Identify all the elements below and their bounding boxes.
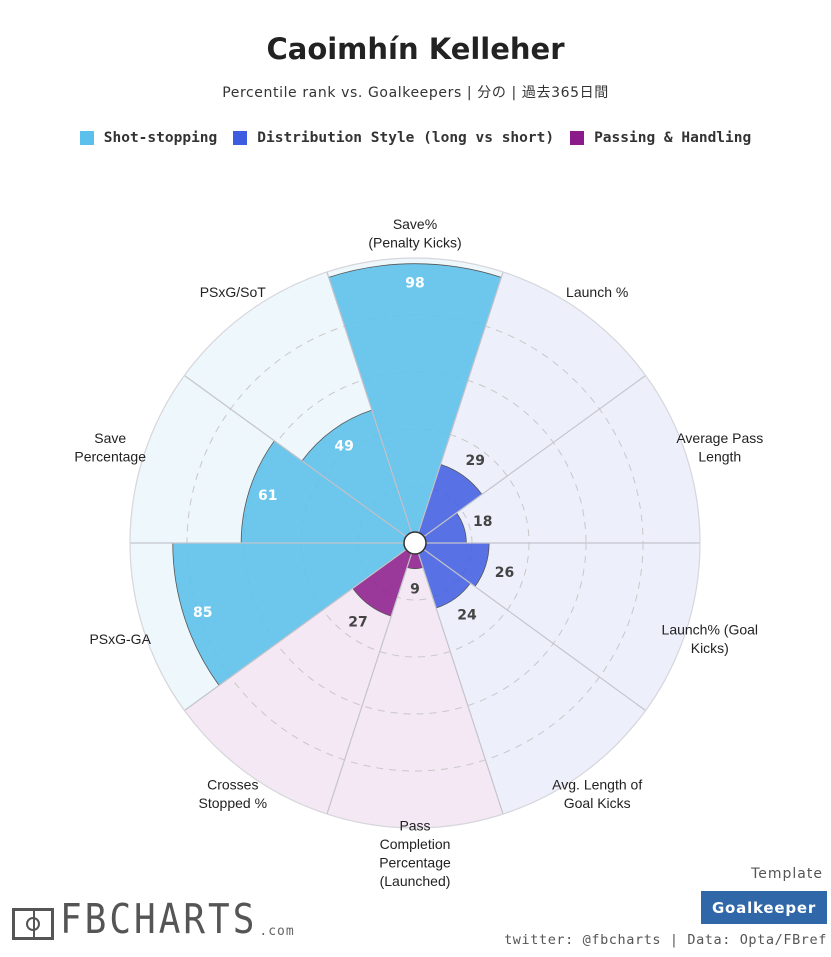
legend-item-distribution: Distribution Style (long vs short) (233, 130, 554, 146)
sector-background (415, 375, 700, 543)
center-hole (403, 531, 427, 555)
axis-label-line: Save (94, 430, 126, 446)
outer-ring (129, 257, 701, 829)
spoke (184, 374, 416, 544)
axis-label-line: PSxG-GA (89, 631, 151, 647)
axis-label: PSxG/SoT (200, 284, 267, 300)
axis-label: PSxG-GA (89, 631, 151, 647)
spoke (414, 542, 504, 815)
value-label: 29 (466, 453, 485, 469)
axis-label-line: Stopped % (199, 795, 268, 811)
template-caption: Template (751, 866, 823, 882)
logo-text: FBCHARTS (60, 896, 258, 944)
axis-label-line: Crosses (207, 777, 258, 793)
axis-label-line: Percentage (379, 854, 451, 870)
logo-suffix: .com (259, 924, 295, 939)
axis-label-line: Goal Kicks (564, 795, 631, 811)
chart-legend: Shot-stopping Distribution Style (long v… (0, 130, 831, 146)
axis-label-line: Launch% (Goal (662, 622, 759, 638)
axis-label: Crosses Stopped % (199, 777, 268, 812)
bar-10 (301, 409, 416, 545)
value-label: 9 (410, 582, 420, 598)
page-title: Caoimhín Kelleher (266, 32, 565, 66)
value-label: 49 (334, 438, 353, 454)
axis-label: Average Pass Length (676, 430, 763, 465)
spoke (326, 542, 416, 815)
value-label: 18 (473, 514, 492, 530)
axis-label-line: Save% (393, 216, 437, 232)
sector-background (415, 543, 646, 815)
value-label: 85 (193, 605, 212, 621)
legend-swatch (79, 131, 94, 145)
axis-label-line: Average Pass (676, 430, 763, 446)
axis-label-line: PSxG/SoT (200, 284, 267, 300)
value-label: 24 (457, 608, 477, 624)
legend-label: Distribution Style (long vs short) (257, 130, 555, 146)
legend-swatch (570, 131, 585, 145)
axis-label: Launch% (Goal Kicks) (662, 622, 759, 657)
axis-label: Save Percentage (74, 430, 146, 465)
axis-label-line: Pass (399, 817, 430, 833)
value-label: 61 (258, 488, 277, 504)
axis-label-line: Completion (380, 836, 451, 852)
data-credit: twitter: @fbcharts | Data: Opta/FBref (504, 932, 827, 948)
value-label: 27 (348, 614, 367, 630)
legend-swatch (233, 131, 248, 145)
axis-label: Pass Completion Percentage (Launched) (379, 817, 451, 889)
sector-background (326, 543, 504, 828)
page-subtitle: Percentile rank vs. Goalkeepers | 分の | 過… (222, 85, 609, 101)
sector-background (184, 543, 415, 815)
axis-label: Launch % (566, 284, 628, 300)
value-label: 98 (405, 276, 424, 292)
axis-label-line: Length (698, 449, 741, 465)
template-badge: Goalkeeper (701, 891, 827, 924)
axis-label: Avg. Length of Goal Kicks (552, 777, 642, 812)
legend-item-passing: Passing & Handling (570, 130, 751, 146)
axis-label-line: Launch % (566, 284, 628, 300)
spoke (414, 271, 504, 544)
spoke (326, 271, 416, 544)
axis-label-line: Percentage (74, 449, 146, 465)
spoke (414, 374, 646, 544)
spoke (184, 542, 416, 712)
sector-background (415, 271, 646, 543)
value-label: 26 (495, 565, 514, 581)
legend-label: Passing & Handling (594, 130, 752, 146)
spoke (414, 542, 646, 712)
bar-8 (172, 542, 417, 686)
sector-background (415, 543, 700, 711)
axis-label: Save% (Penalty Kicks) (368, 216, 461, 251)
axis-label-line: (Launched) (380, 873, 451, 889)
axis-label-line: (Penalty Kicks) (368, 234, 461, 250)
axis-label-line: Kicks) (691, 640, 729, 656)
bar-1 (328, 263, 502, 545)
fbcharts-logo: FBCHARTS .com (12, 899, 295, 941)
legend-label: Shot-stopping (103, 130, 218, 146)
pitch-icon (12, 908, 54, 940)
bar-9 (240, 440, 417, 544)
axis-label-line: Avg. Length of (552, 777, 642, 793)
legend-item-shot-stopping: Shot-stopping (79, 130, 218, 146)
